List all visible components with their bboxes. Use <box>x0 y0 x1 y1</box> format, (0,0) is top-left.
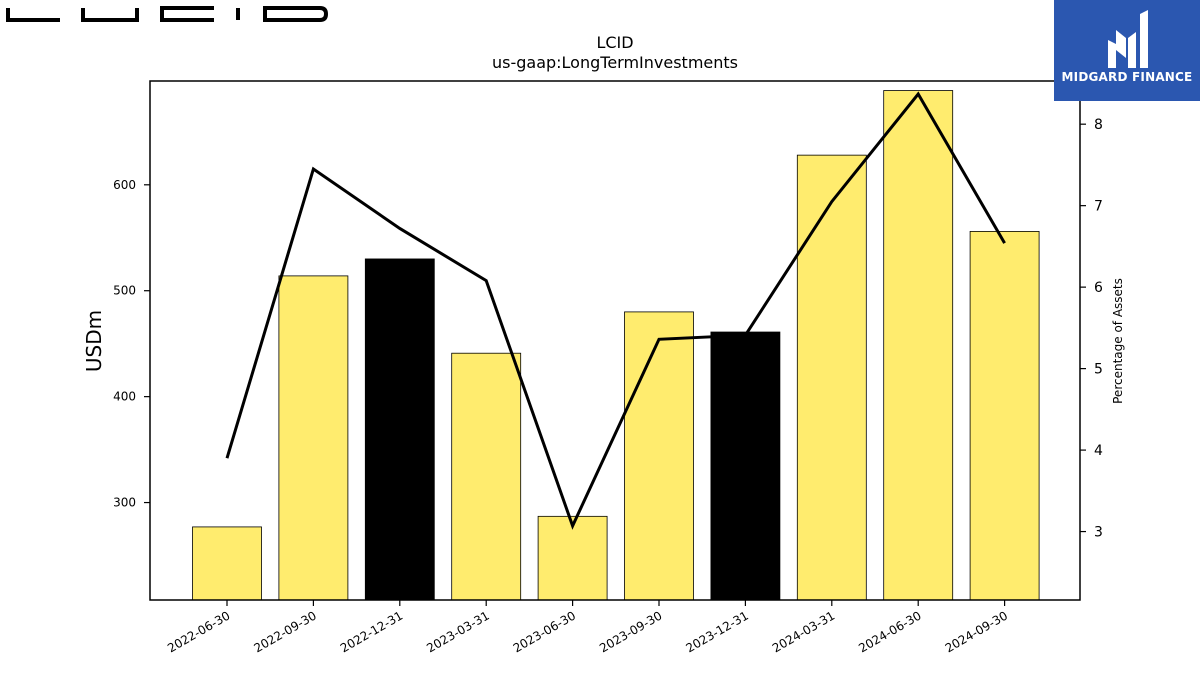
y-axis-label: USDm <box>82 310 106 372</box>
y2-tick-label: 7 <box>1094 199 1103 215</box>
y2-axis-label: Percentage of Assets <box>1111 278 1125 404</box>
x-tick-label: 2023-12-31 <box>683 608 750 655</box>
x-tick-label: 2022-12-31 <box>338 608 405 655</box>
y-tick-label: 500 <box>113 284 136 298</box>
chart-subtitle: us-gaap:LongTermInvestments <box>492 53 738 72</box>
plot-frame <box>149 80 1081 601</box>
bar-2022-12-31 <box>364 258 435 601</box>
midgard-finance-badge: MIDGARD FINANCE <box>1054 0 1200 101</box>
badge-name: MIDGARD FINANCE <box>1061 70 1193 84</box>
bar-2023-06-30 <box>537 515 608 601</box>
y-axis-left: 300 400 500 600 <box>113 178 150 510</box>
x-tick-label: 2023-03-31 <box>424 608 491 655</box>
line-percentage-of-assets <box>225 91 1006 530</box>
y-tick-label: 600 <box>113 178 136 192</box>
chart-title: LCID <box>596 33 633 52</box>
y-tick-label: 400 <box>113 390 136 404</box>
bar-series <box>192 90 1040 601</box>
y2-tick-label: 8 <box>1094 117 1103 133</box>
x-tick-label: 2023-09-30 <box>597 608 664 655</box>
y-axis-right: 3 4 5 6 7 8 <box>1080 117 1103 541</box>
bar-2024-06-30 <box>883 90 954 601</box>
y-tick-label: 300 <box>113 496 136 510</box>
x-tick-label: 2024-03-31 <box>770 608 837 655</box>
y2-tick-label: 6 <box>1094 280 1103 296</box>
x-axis: 2022-06-30 2022-09-30 2022-12-31 2023-03-31… <box>165 600 1010 655</box>
x-tick-label: 2024-09-30 <box>943 608 1010 655</box>
y2-tick-label: 3 <box>1094 525 1103 541</box>
x-tick-label: 2022-09-30 <box>251 608 318 655</box>
bar-2022-09-30 <box>278 275 349 601</box>
bar-2023-12-31 <box>710 331 781 601</box>
midgard-logo-icon <box>1108 10 1148 68</box>
bar-2023-09-30 <box>624 311 694 601</box>
bar-2023-03-31 <box>451 352 522 601</box>
bar-2024-03-31 <box>796 154 867 601</box>
y2-tick-label: 4 <box>1094 443 1103 459</box>
line-series <box>225 91 1006 530</box>
x-tick-label: 2022-06-30 <box>165 608 232 655</box>
x-tick-label: 2023-06-30 <box>511 608 578 655</box>
x-tick-label: 2024-06-30 <box>856 608 923 655</box>
lucid-logo <box>6 6 329 22</box>
bar-2024-09-30 <box>969 231 1040 601</box>
y2-tick-label: 5 <box>1094 362 1103 378</box>
bar-2022-06-30 <box>192 526 262 601</box>
